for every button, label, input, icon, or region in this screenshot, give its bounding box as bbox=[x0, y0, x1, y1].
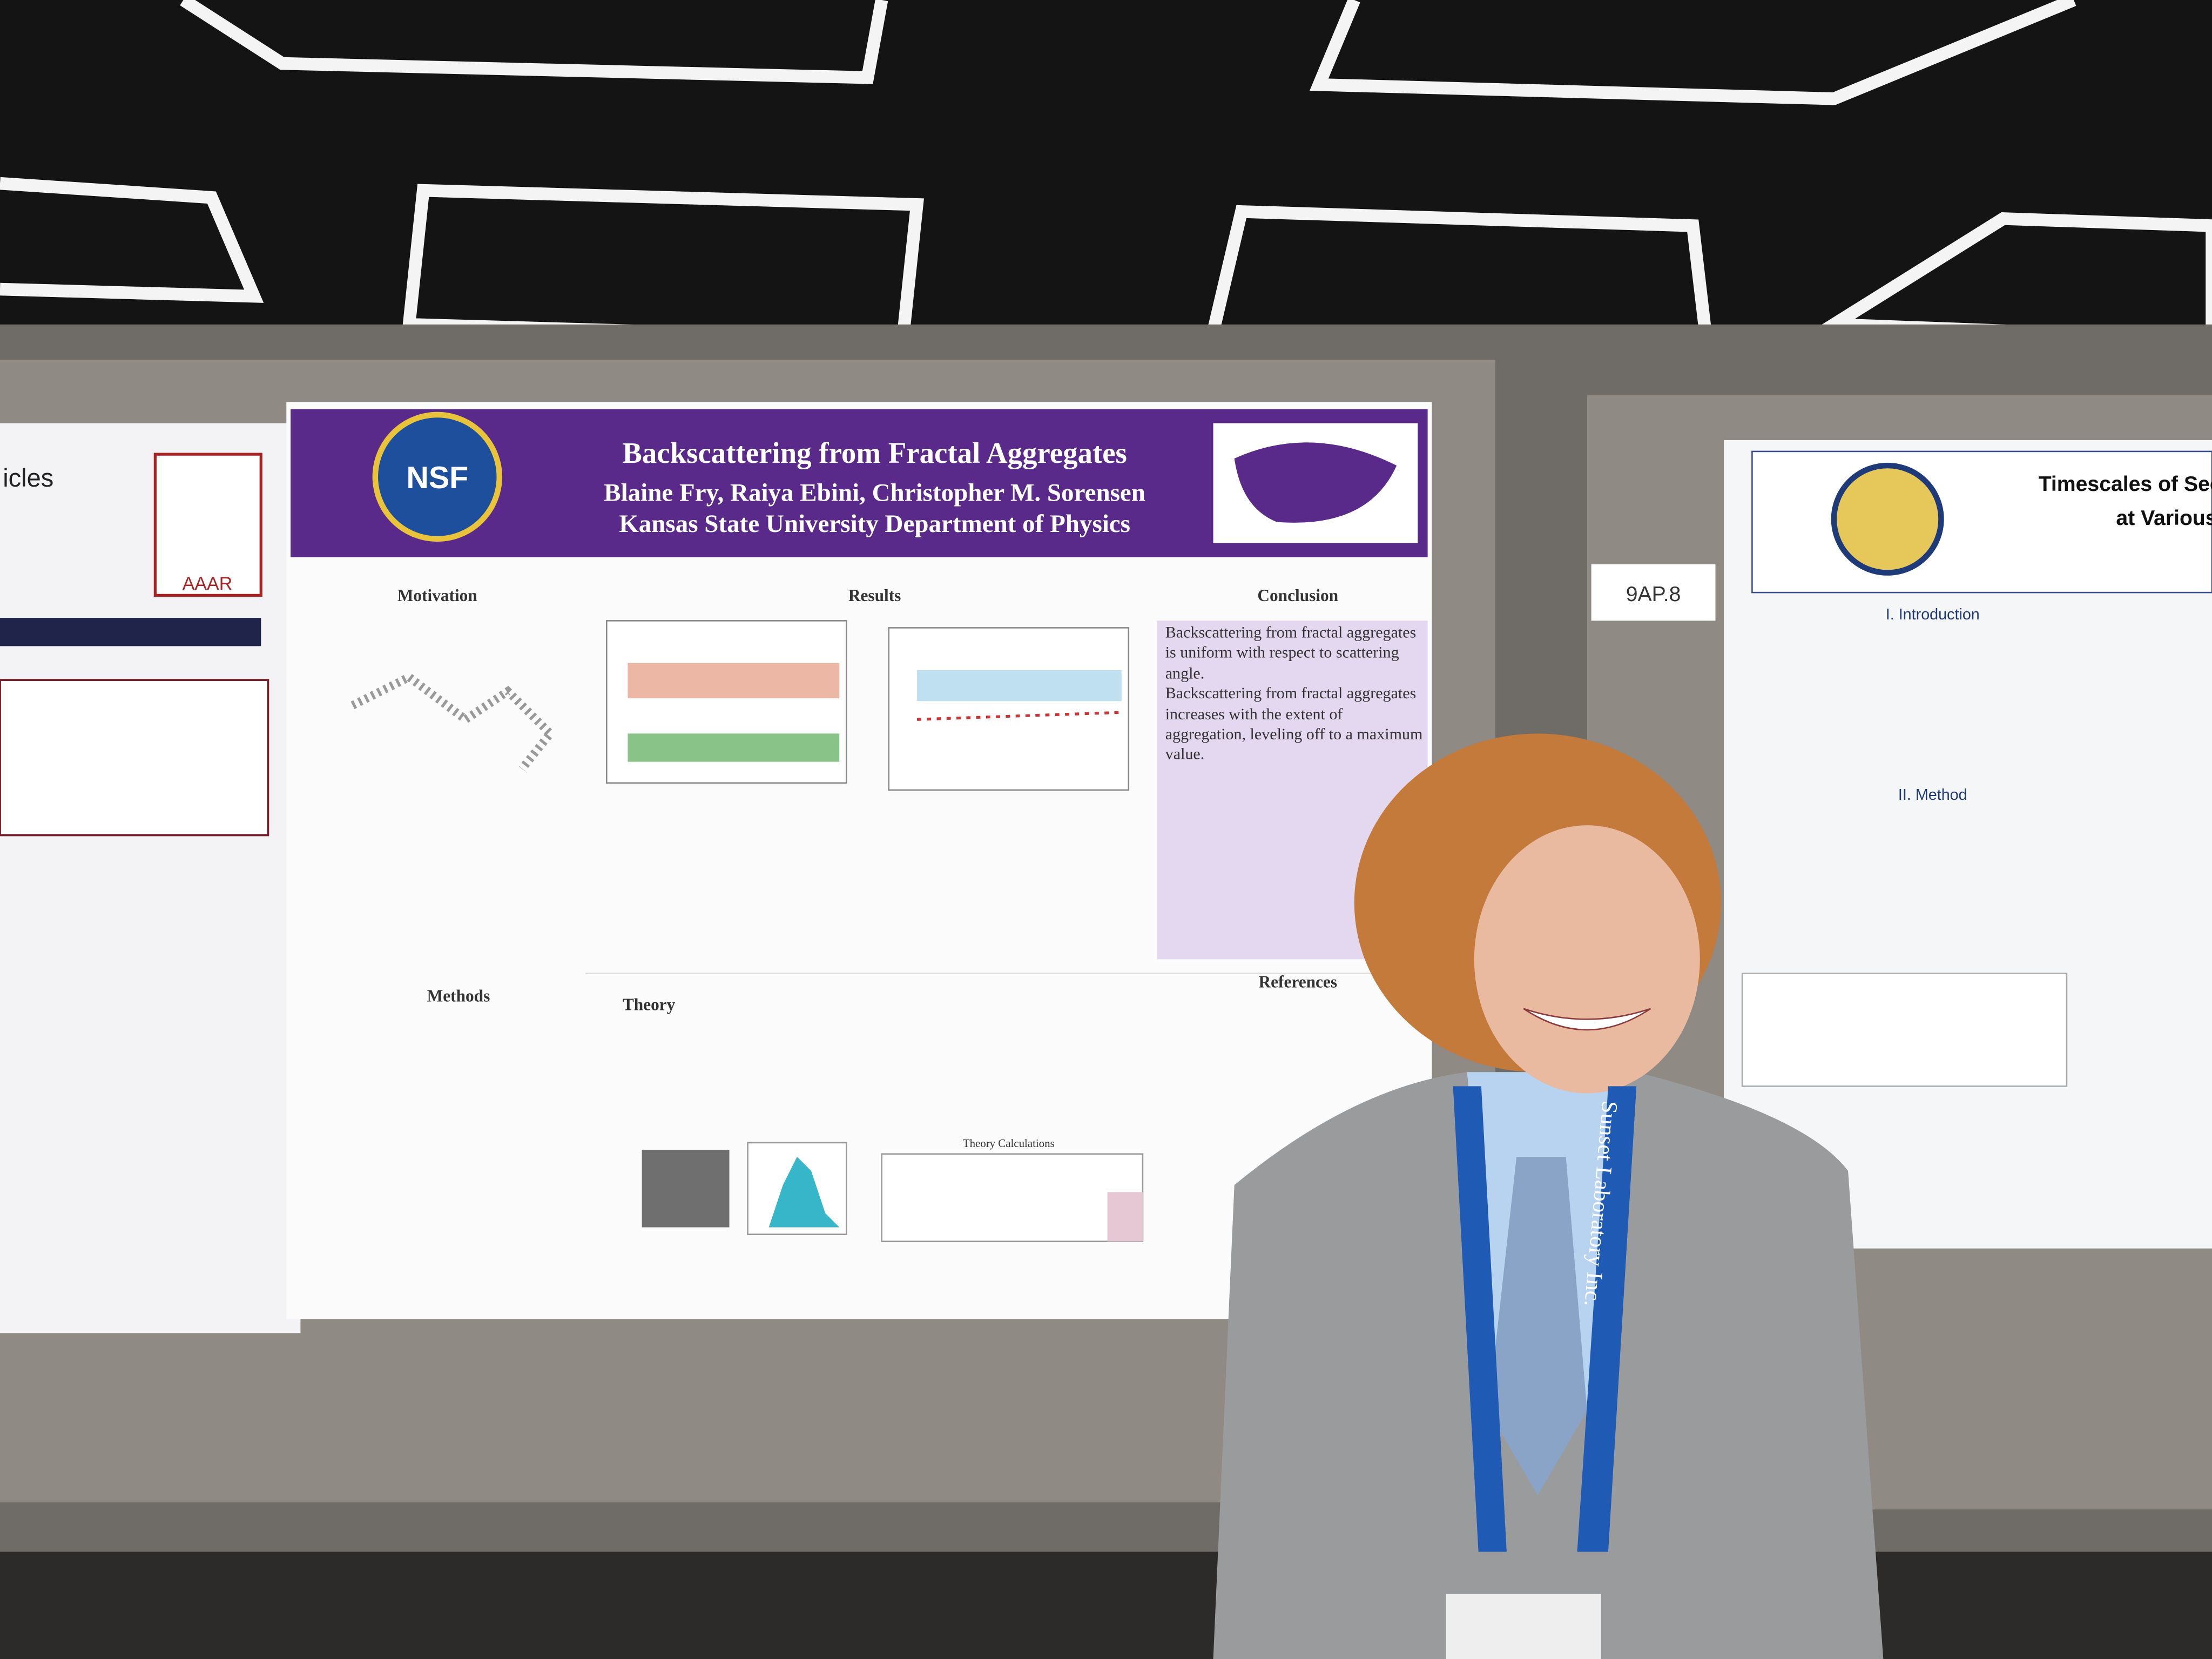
poster-title: icles bbox=[3, 463, 53, 492]
poster-title: Timescales of Sec bbox=[2039, 473, 2212, 496]
face bbox=[1474, 825, 1700, 1094]
tie bbox=[1488, 1157, 1587, 1495]
lanyard-strap bbox=[1577, 1086, 1637, 1552]
nsf-logo bbox=[372, 412, 502, 542]
badge bbox=[1446, 1594, 1601, 1659]
conclusion-text: Backscattering from fractal aggregates i… bbox=[1165, 625, 1423, 764]
header-bar bbox=[0, 618, 261, 646]
uc-seal bbox=[1831, 462, 1944, 576]
section-heading: References bbox=[1258, 973, 1337, 992]
board-tag bbox=[1591, 564, 1716, 621]
bullet: Backscattering from fractal aggregates i… bbox=[1165, 625, 1417, 683]
section-heading: II. Method bbox=[1898, 786, 1967, 804]
tem-image bbox=[642, 1149, 730, 1228]
section-heading: Motivation bbox=[397, 586, 477, 605]
right-header bbox=[1751, 450, 2212, 594]
table-title: Theory Calculations bbox=[963, 1137, 1055, 1150]
wildcat bbox=[1234, 442, 1397, 523]
poster-subtitle: at Various bbox=[2116, 507, 2212, 530]
authors: Blaine Fry, Raiya Ebini, Christopher M. … bbox=[604, 478, 1145, 507]
board-tag-text: 9AP.8 bbox=[1626, 583, 1681, 606]
affiliation: Kansas State University Department of Ph… bbox=[619, 510, 1130, 538]
section-heading: Results bbox=[848, 586, 901, 605]
section-heading: Conclusion bbox=[1257, 586, 1338, 605]
table-cells bbox=[1107, 1192, 1143, 1242]
section-heading: I. Introduction bbox=[1886, 606, 1980, 623]
plot bbox=[888, 627, 1130, 791]
ceiling bbox=[0, 0, 2212, 353]
plot bbox=[1741, 973, 2068, 1087]
lanyard-strap bbox=[1453, 1086, 1507, 1552]
logo-text: NSF bbox=[406, 461, 468, 495]
plot-band bbox=[628, 663, 840, 699]
table bbox=[881, 1153, 1144, 1243]
poster-title: Backscattering from Fractal Aggregates bbox=[622, 436, 1127, 469]
table bbox=[0, 679, 269, 837]
plot-band bbox=[916, 670, 1122, 702]
histogram-fill bbox=[768, 1157, 840, 1228]
bullet: Backscattering from fractal aggregates i… bbox=[1165, 685, 1423, 764]
plot-band bbox=[628, 733, 840, 762]
aaar-logo bbox=[153, 453, 262, 597]
logo-text: AAAR bbox=[183, 574, 232, 594]
section-heading: Theory bbox=[623, 995, 676, 1014]
plot-line bbox=[916, 711, 1122, 721]
smile bbox=[1523, 1008, 1651, 1031]
section-heading: Methods bbox=[427, 987, 490, 1006]
